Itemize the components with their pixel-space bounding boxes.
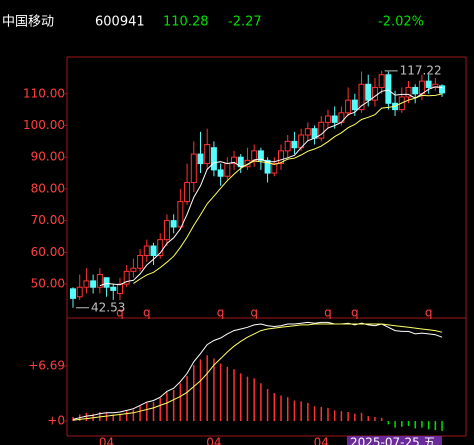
- candle-body: [439, 85, 446, 94]
- candle-body: [70, 288, 76, 299]
- candle-body: [231, 156, 238, 165]
- candle-body: [170, 220, 177, 228]
- candle-body: [405, 86, 412, 98]
- signal-label: q: [425, 306, 433, 320]
- candle-body: [163, 220, 170, 241]
- change-pct: -2.02%: [378, 15, 424, 30]
- candle-body: [304, 128, 311, 136]
- candle-body: [432, 83, 439, 88]
- candle-body: [110, 286, 117, 291]
- candle-body: [116, 283, 123, 295]
- candle-body: [371, 86, 378, 101]
- y-tick-label: 100.00: [23, 118, 65, 132]
- candle-body: [150, 245, 157, 257]
- candle-body: [143, 245, 150, 257]
- candle-body: [224, 163, 231, 177]
- y-tick-label: 60.00: [31, 245, 65, 259]
- y-tick-label: 80.00: [31, 181, 65, 195]
- price: 110.28: [163, 15, 209, 30]
- signal-label: q: [250, 306, 258, 320]
- cursor-date-bg: [347, 436, 442, 445]
- candle-body: [271, 163, 278, 174]
- candle-body: [184, 182, 191, 203]
- candle-body: [96, 274, 103, 288]
- candle-body: [76, 286, 83, 298]
- candle-body: [278, 150, 285, 165]
- ma-line: [99, 86, 443, 287]
- candle-body: [345, 99, 352, 114]
- candle-body: [130, 267, 137, 272]
- candle-body: [157, 239, 164, 257]
- indicator-line: [72, 323, 443, 421]
- candle-body: [204, 144, 211, 165]
- y-tick-label: 90.00: [31, 150, 65, 164]
- y-tick-label: 70.00: [31, 213, 65, 227]
- signal-label: q: [324, 306, 332, 320]
- candle-body: [257, 150, 264, 161]
- y-tick-label: +6.69: [28, 359, 65, 373]
- ma-line: [133, 93, 443, 284]
- candle-body: [197, 153, 204, 165]
- cursor-date: 2025-07-25 五: [350, 436, 436, 445]
- signal-label: q: [217, 306, 225, 320]
- candle-body: [90, 280, 97, 288]
- candle-body: [331, 115, 338, 123]
- candle-body: [264, 159, 271, 174]
- candle-body: [217, 169, 224, 177]
- candle-body: [251, 150, 258, 161]
- signal-label: q: [116, 306, 124, 320]
- candle-body: [418, 80, 425, 95]
- candle-body: [284, 140, 291, 152]
- signal-label: q: [351, 306, 359, 320]
- candle-body: [318, 121, 325, 139]
- x-tick-label: 04: [206, 436, 221, 445]
- candle-body: [210, 147, 217, 171]
- candle-body: [190, 153, 197, 184]
- candle-body: [177, 201, 184, 228]
- candle-body: [425, 80, 432, 88]
- stock-name: 中国移动: [2, 15, 54, 30]
- candle-body: [385, 74, 392, 104]
- candle-body: [378, 74, 385, 88]
- candle-body: [351, 99, 358, 111]
- candle-body: [83, 280, 90, 288]
- stock-code: 600941: [95, 15, 145, 30]
- change: -2.27: [228, 15, 262, 30]
- x-tick-label: 04: [314, 436, 329, 445]
- y-tick-label: 50.00: [31, 277, 65, 291]
- candle-body: [365, 83, 372, 101]
- signal-label: q: [143, 306, 151, 320]
- high-annotation: 117.22: [400, 63, 442, 77]
- candle-body: [103, 277, 110, 288]
- y-tick-label: 110.00: [23, 86, 65, 100]
- candle-body: [291, 140, 298, 149]
- x-tick-label: 04: [99, 436, 114, 445]
- candle-body: [358, 83, 365, 111]
- y-tick-label: +0: [47, 414, 65, 428]
- candle-body: [137, 255, 144, 269]
- low-annotation: 42.53: [91, 300, 125, 314]
- candle-body: [412, 86, 419, 95]
- candle-body: [324, 115, 331, 123]
- candle-body: [123, 270, 130, 285]
